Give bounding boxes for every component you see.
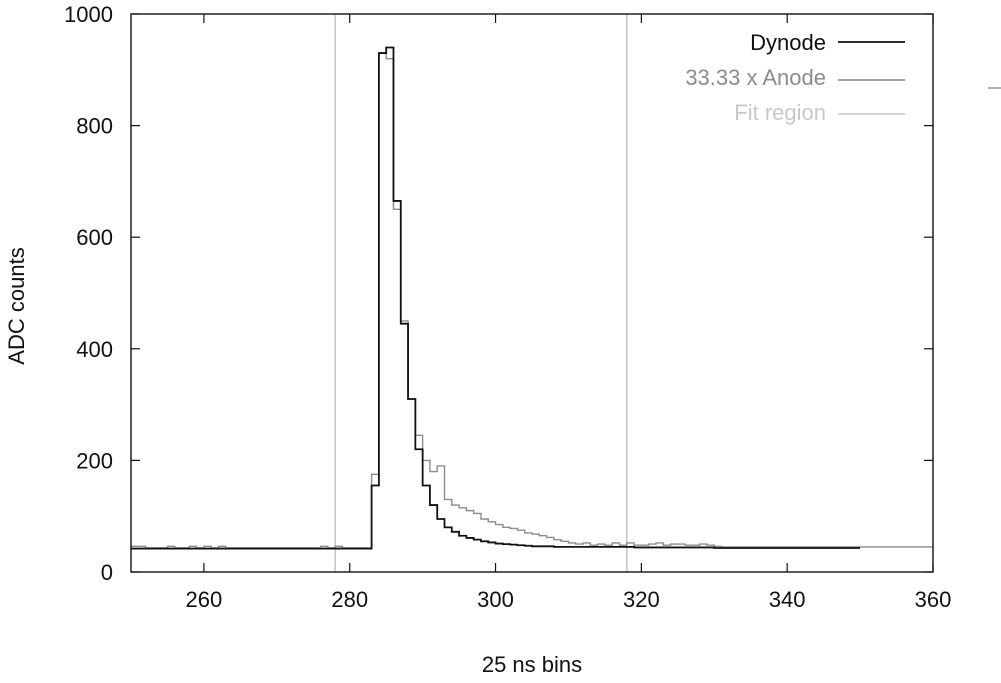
x-tick-label-280: 280 (331, 587, 368, 612)
x-tick-label-340: 340 (769, 587, 806, 612)
plot-frame (130, 13, 934, 573)
x-tick-label-300: 300 (477, 587, 514, 612)
axis-ticks (131, 13, 934, 573)
y-tick-label-0: 0 (101, 560, 113, 585)
fit-region-lines (334, 14, 628, 572)
series-line-dynode (131, 46, 861, 550)
series-group (131, 46, 933, 550)
x-tick-label-360: 360 (915, 587, 952, 612)
y-tick-label-600: 600 (76, 225, 113, 250)
plot-area (131, 14, 933, 572)
y-tick-label-200: 200 (76, 448, 113, 473)
x-tick-label-260: 260 (186, 587, 223, 612)
x-tick-label-320: 320 (623, 587, 660, 612)
y-tick-label-800: 800 (76, 114, 113, 139)
legend-label-anode: 33.33 x Anode (685, 65, 826, 90)
y-tick-label-1000: 1000 (64, 2, 113, 27)
legend: Dynode 33.33 x Anode Fit region (685, 30, 905, 125)
legend-label-fit-region: Fit region (734, 100, 826, 125)
axis-tick-labels: 260 280 300 320 340 360 0 200 400 600 800 1000 (64, 2, 951, 612)
y-axis-title: ADC counts (4, 247, 29, 364)
series-line-anode (131, 52, 933, 549)
y-tick-label-400: 400 (76, 337, 113, 362)
x-axis-title: 25 ns bins (482, 652, 582, 677)
legend-label-dynode: Dynode (750, 30, 826, 55)
